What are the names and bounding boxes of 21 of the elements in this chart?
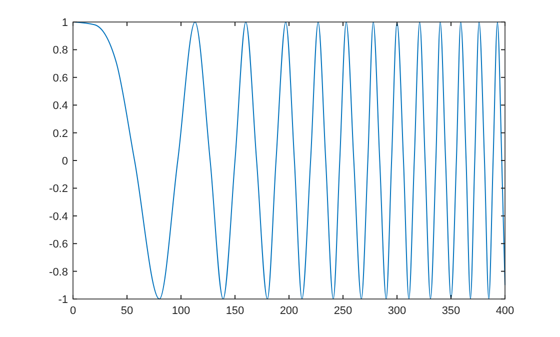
y-tick-label: -0.8 bbox=[49, 266, 68, 278]
x-tick-label: 350 bbox=[442, 305, 460, 317]
x-tick-label: 150 bbox=[226, 305, 244, 317]
x-tick-label: 400 bbox=[496, 305, 514, 317]
x-tick-label: 50 bbox=[120, 305, 134, 317]
y-tick-label: 0 bbox=[62, 156, 68, 168]
line-series bbox=[72, 22, 506, 300]
x-tick-label: 0 bbox=[70, 305, 76, 317]
y-tick-label: 0.2 bbox=[52, 128, 68, 140]
y-tick-label: -0.6 bbox=[49, 238, 68, 251]
y-tick-label: -0.2 bbox=[49, 183, 68, 196]
y-tick-label: -0.4 bbox=[49, 210, 68, 223]
x-tick-label: 100 bbox=[172, 305, 190, 317]
y-tick-label: 0.4 bbox=[52, 100, 68, 112]
x-tick-label: 300 bbox=[388, 305, 406, 317]
x-tick-label: 250 bbox=[334, 305, 352, 317]
x-tick-label: 200 bbox=[280, 305, 298, 317]
y-tick-label: 0.8 bbox=[52, 44, 68, 57]
y-tick-label: 0.6 bbox=[52, 72, 68, 84]
y-tick-label: -1 bbox=[58, 294, 68, 306]
y-tick-label: 1 bbox=[62, 17, 68, 29]
